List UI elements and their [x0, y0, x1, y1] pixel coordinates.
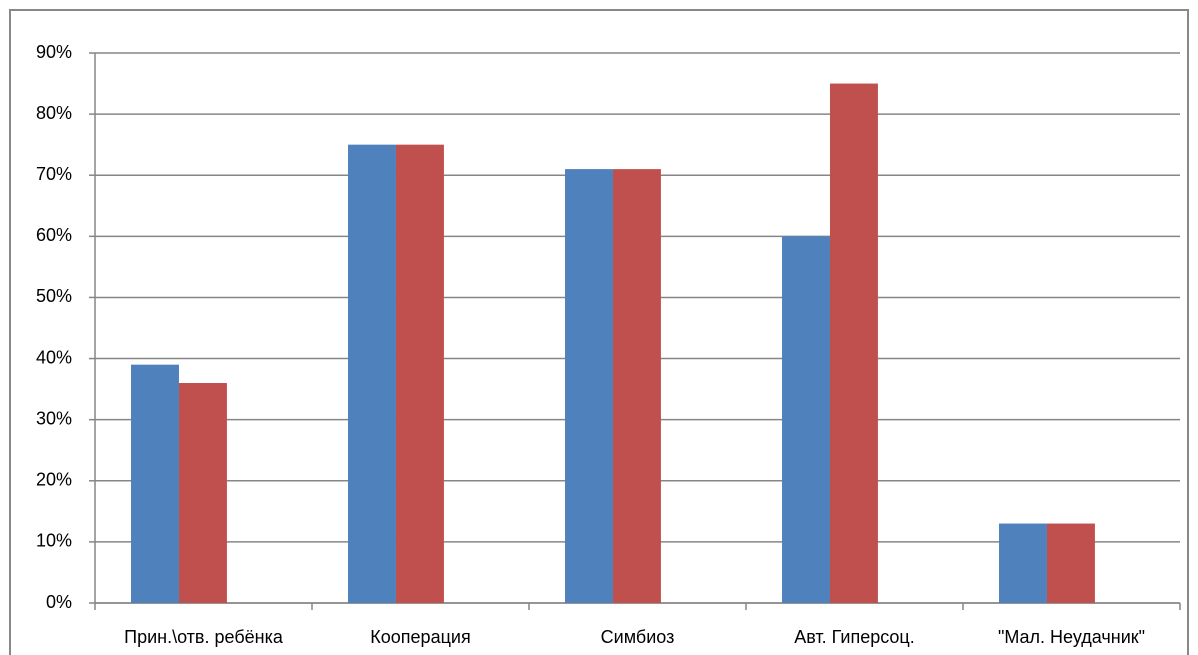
bar [612, 169, 661, 603]
y-tick-label: 60% [36, 225, 72, 245]
bar [395, 144, 444, 603]
bar [178, 383, 227, 603]
bar [565, 169, 613, 603]
x-tick-label: Кооперация [370, 627, 470, 647]
bar [829, 83, 878, 604]
y-tick-label: 0% [46, 592, 72, 612]
bar [348, 144, 396, 603]
y-tick-label: 40% [36, 347, 72, 367]
chart-frame [9, 9, 1189, 655]
y-tick-label: 70% [36, 164, 72, 184]
x-tick-label: Прин.\отв. ребёнка [124, 627, 284, 647]
x-tick-label: Авт. Гиперсоц. [794, 627, 915, 647]
y-tick-label: 10% [36, 531, 72, 551]
y-tick-label: 80% [36, 103, 72, 123]
bar [131, 364, 179, 603]
y-tick-label: 90% [36, 42, 72, 62]
y-tick-label: 20% [36, 470, 72, 490]
bar [782, 236, 830, 604]
x-tick-label: "Мал. Неудачник" [998, 627, 1145, 647]
y-tick-label: 50% [36, 286, 72, 306]
bar [999, 523, 1047, 603]
x-tick-label: Симбиоз [601, 627, 675, 647]
bar [1046, 523, 1095, 603]
y-tick-label: 30% [36, 408, 72, 428]
